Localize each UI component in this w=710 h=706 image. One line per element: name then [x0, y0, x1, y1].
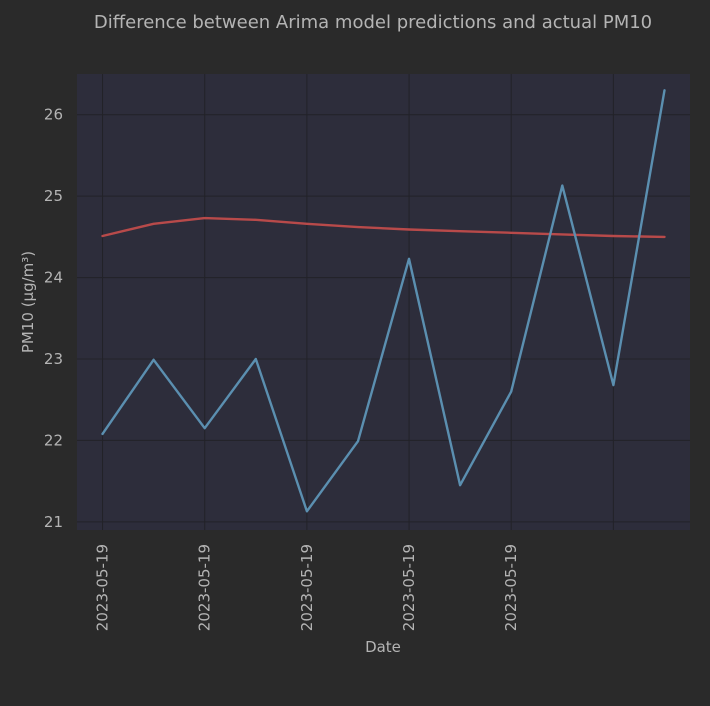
- x-tick-label: 2023-05-19: [502, 544, 520, 631]
- x-tick-label: 2023-05-19: [400, 544, 418, 631]
- x-axis-ticks: 2023-05-19 2023-05-19 2023-05-19 2023-05-19…: [94, 544, 521, 631]
- series-line-1: [101, 216, 666, 239]
- y-axis-ticks: 21 22 23 24 25 26: [44, 106, 63, 531]
- x-tick-label: 2023-05-19: [94, 544, 112, 631]
- y-tick-label: 22: [44, 431, 63, 449]
- x-axis-label: Date: [365, 638, 401, 656]
- plot-area: [77, 74, 690, 530]
- y-tick-label: 24: [44, 269, 63, 287]
- y-tick-label: 23: [44, 350, 63, 368]
- x-tick-label: 2023-05-19: [196, 544, 214, 631]
- chart-title: Difference between Arima model predictio…: [94, 12, 652, 33]
- y-tick-label: 26: [44, 106, 63, 124]
- series-line-2: [101, 89, 666, 513]
- y-tick-label: 21: [44, 513, 63, 531]
- grid: [77, 74, 690, 530]
- series-lines: [101, 89, 666, 513]
- x-tick-label: 2023-05-19: [298, 544, 316, 631]
- y-tick-label: 25: [44, 187, 63, 205]
- y-axis-label: PM10 (µg/m³): [19, 251, 37, 353]
